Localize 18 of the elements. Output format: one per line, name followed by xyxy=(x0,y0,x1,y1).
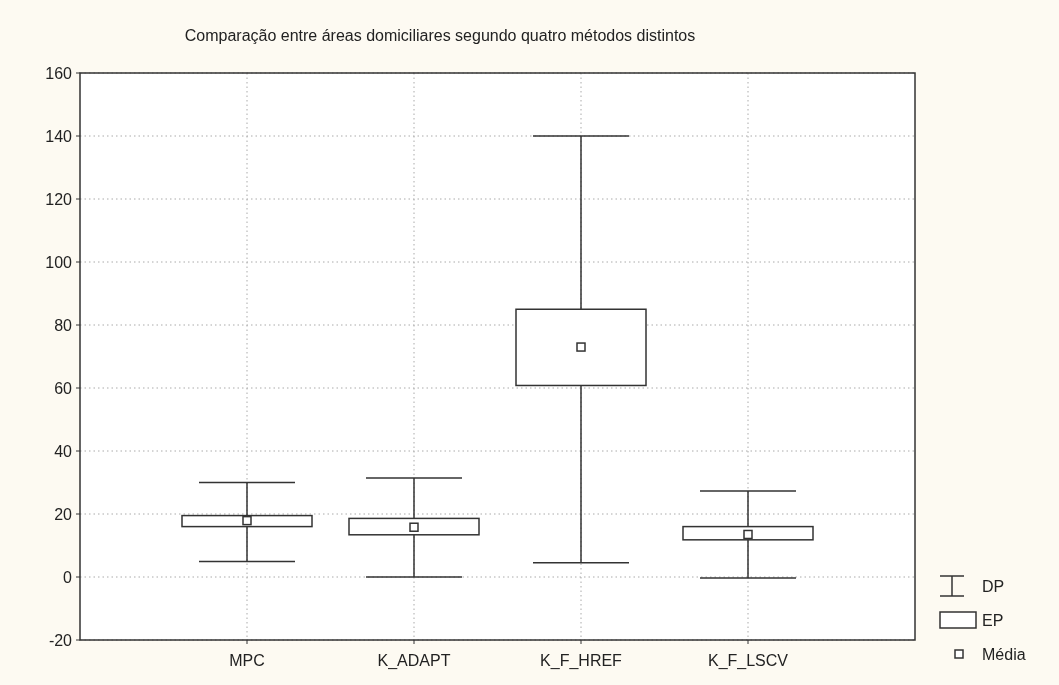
text: DP xyxy=(982,577,1005,595)
y-tick-label: 20 xyxy=(54,505,73,523)
y-tick-label: 160 xyxy=(45,64,73,82)
y-tick-label: 40 xyxy=(54,442,73,460)
text: Média xyxy=(982,645,1026,663)
y-tick-label: 80 xyxy=(54,316,73,334)
y-tick-label: 120 xyxy=(45,190,73,208)
x-tick-label: K_F_LSCV xyxy=(707,652,789,670)
text: EP xyxy=(982,611,1004,629)
chart-title: Comparação entre áreas domiciliares segundo quatro métodos distintos xyxy=(184,27,696,44)
x-tick-label: MPC xyxy=(229,652,265,669)
y-tick-label: 100 xyxy=(45,253,73,271)
x-tick-label: K_F_HREF xyxy=(540,652,623,670)
y-tick-label: 140 xyxy=(45,127,73,145)
x-tick-label: K_ADAPT xyxy=(377,652,451,670)
y-tick-label: -20 xyxy=(48,631,73,649)
y-tick-label: 0 xyxy=(63,568,73,586)
y-tick-label: 60 xyxy=(54,379,73,397)
